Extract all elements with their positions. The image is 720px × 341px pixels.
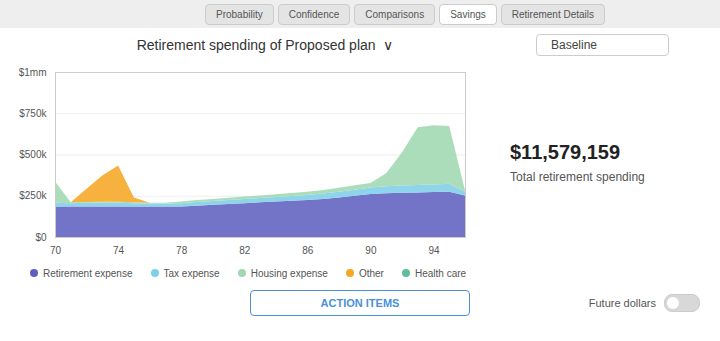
html-text:Baseline: Baseline [551, 38, 597, 52]
html-text:Confidence: Confidence [288, 8, 340, 20]
svg-text:$1mm: $1mm [19, 67, 47, 78]
html-text:Retirement expense: Retirement expense [43, 267, 133, 279]
svg-text:90: 90 [365, 245, 377, 256]
svg-text:78: 78 [176, 245, 188, 256]
html-text:$11,579,159: $11,579,159 [510, 140, 621, 163]
svg-text:82: 82 [239, 245, 251, 256]
svg-text:$500k: $500k [19, 149, 47, 160]
html-text:Housing expense: Housing expense [250, 267, 328, 279]
html-text:Retirement spending of Propose: Retirement spending of Proposed plan ∨ [136, 37, 394, 53]
svg-text:$750k: $750k [19, 108, 47, 119]
svg-text:74: 74 [113, 245, 125, 256]
html-text:Tax expense: Tax expense [163, 267, 220, 279]
html-text:Comparisons: Comparisons [365, 8, 425, 20]
svg-text:94: 94 [428, 245, 440, 256]
svg-text:86: 86 [302, 245, 314, 256]
svg-text:$0: $0 [35, 232, 47, 243]
svg-text:70: 70 [50, 245, 62, 256]
html-text:Health care: Health care [415, 267, 467, 279]
html-text:Other: Other [358, 267, 384, 279]
html-text:Retirement Details: Retirement Details [511, 8, 594, 20]
html-text:Future dollars: Future dollars [588, 297, 656, 309]
html-text:ACTION ITEMS: ACTION ITEMS [320, 297, 400, 309]
svg-text:$250k: $250k [19, 190, 47, 201]
html-text:Total retirement spending: Total retirement spending [510, 169, 645, 184]
html-text:Probability: Probability [216, 8, 263, 20]
html-text:Savings: Savings [450, 8, 486, 20]
